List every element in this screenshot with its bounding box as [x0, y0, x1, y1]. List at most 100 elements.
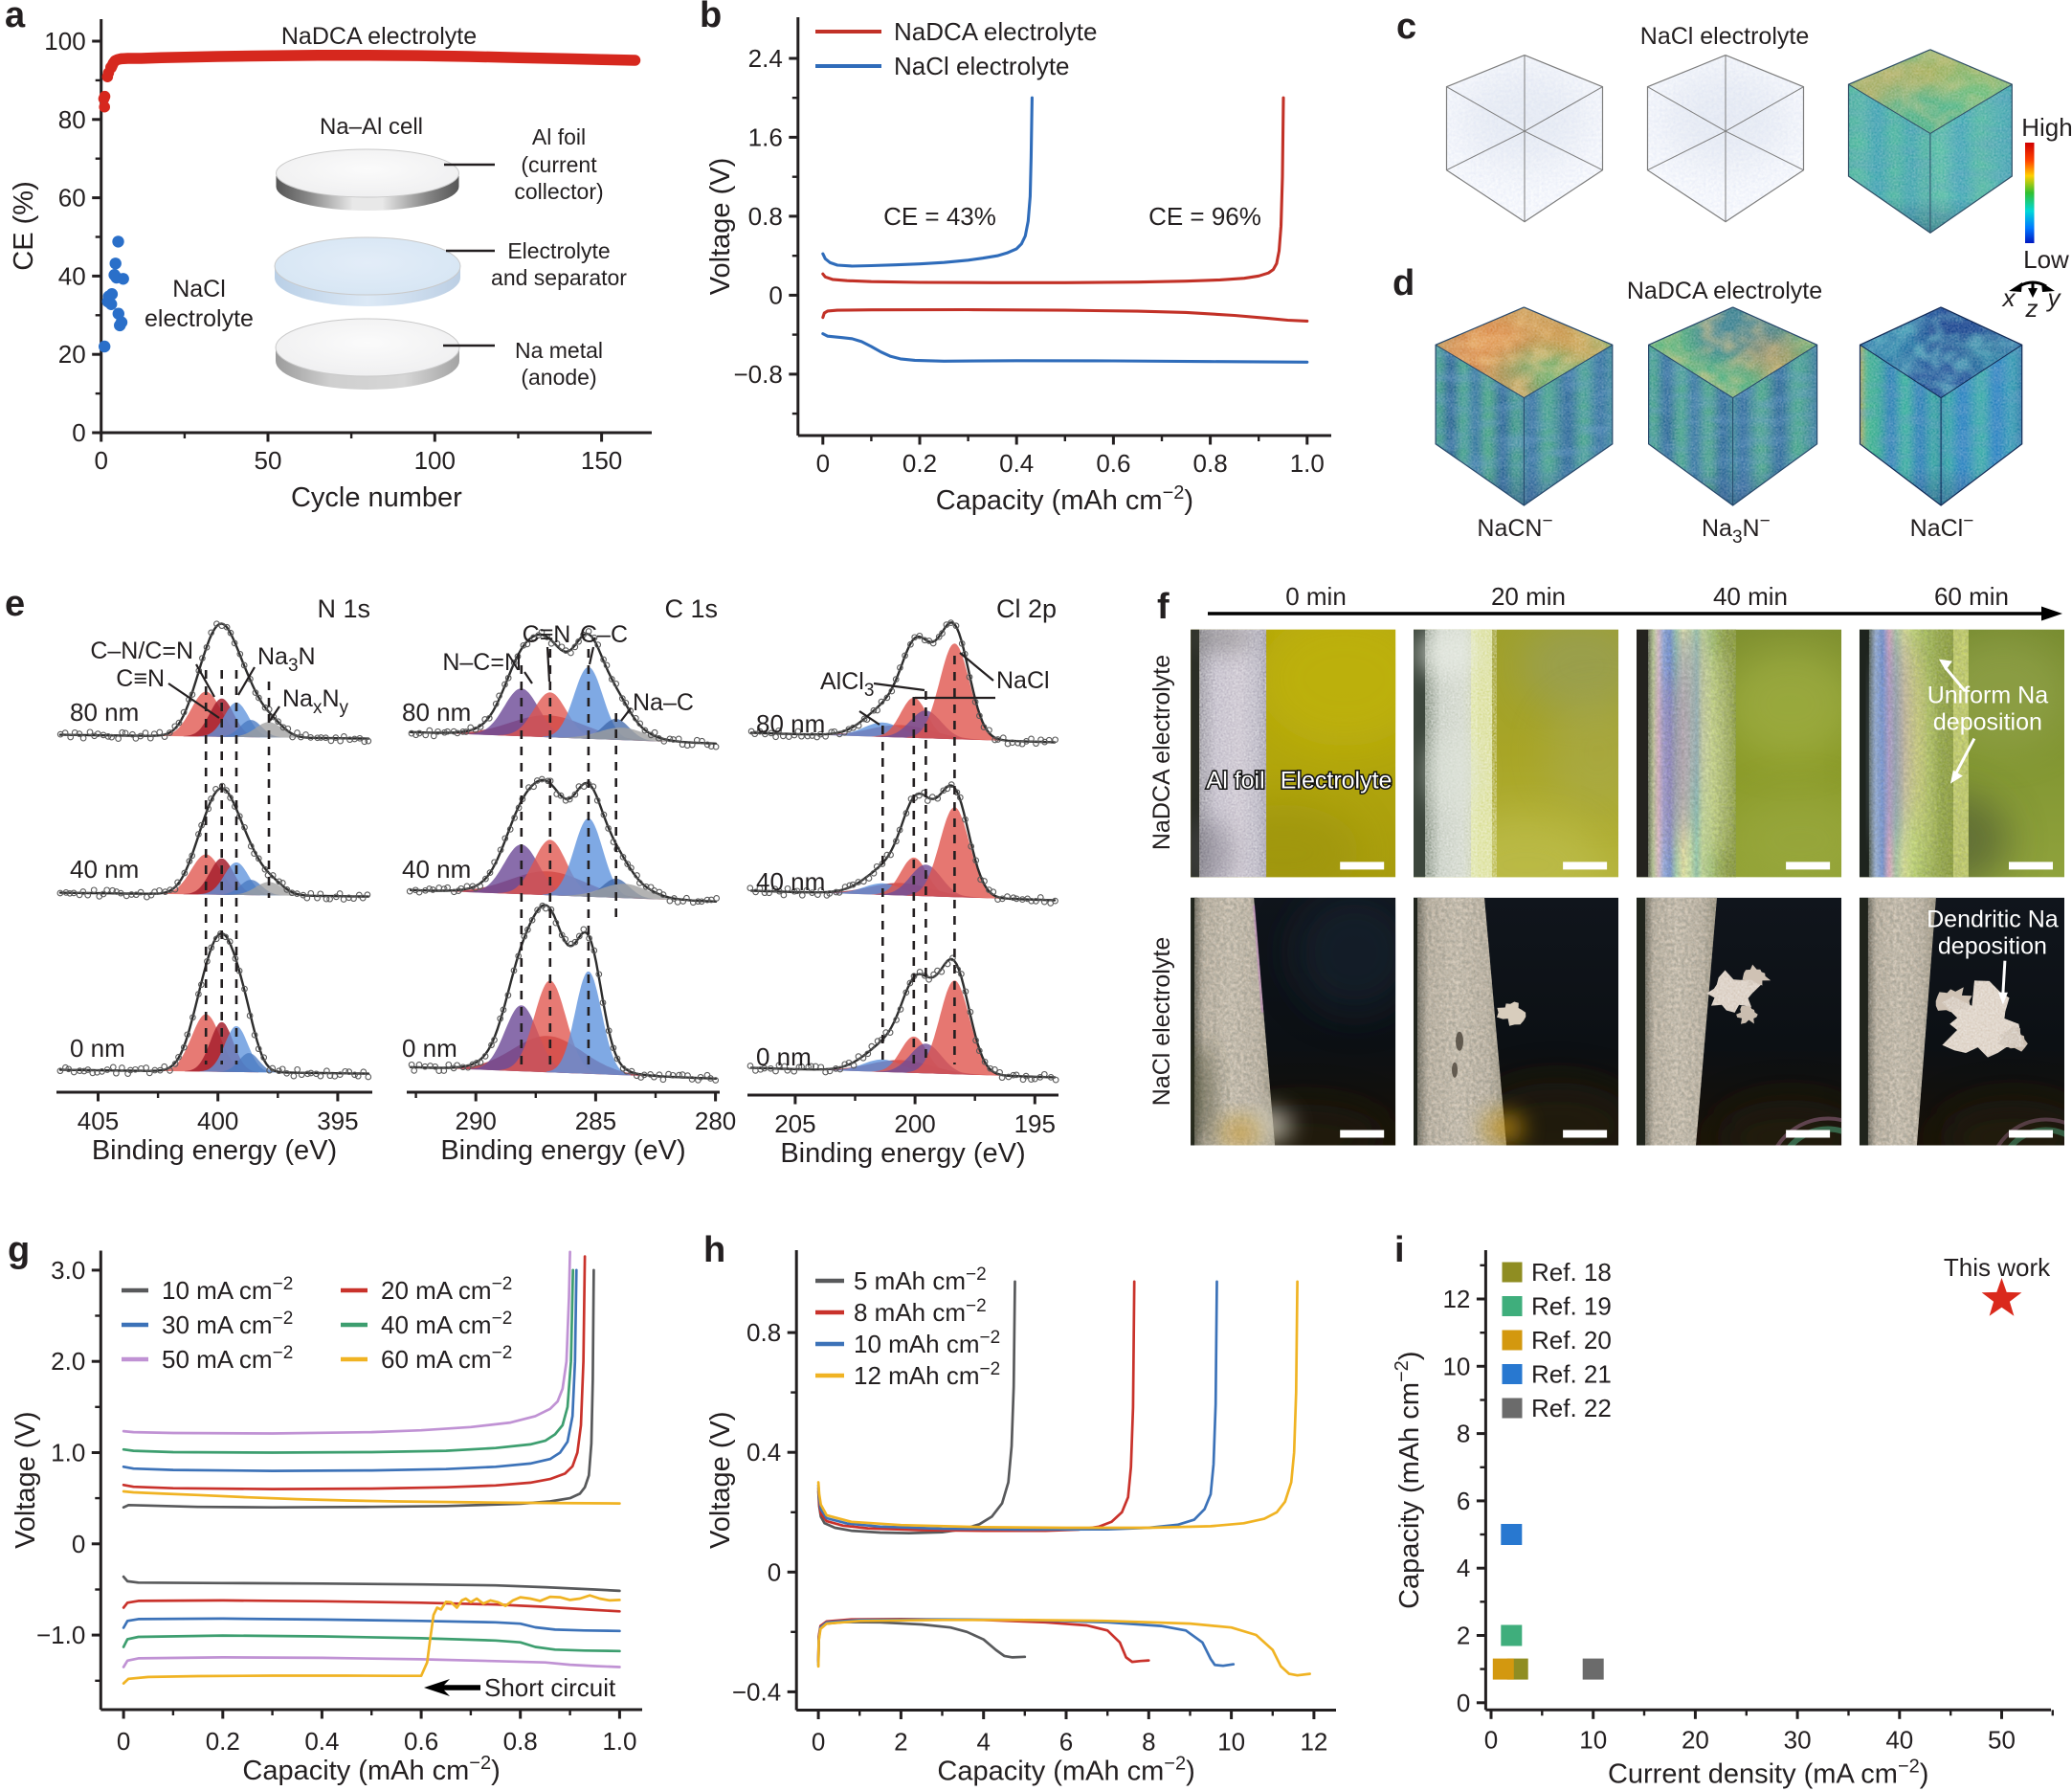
svg-text:20 mA cm−2: 20 mA cm−2 [381, 1274, 512, 1306]
svg-text:High: High [2021, 113, 2072, 142]
svg-text:10: 10 [1579, 1725, 1607, 1754]
svg-text:Current density (mA cm−2): Current density (mA cm−2) [1608, 1756, 1928, 1789]
svg-text:b: b [700, 0, 722, 35]
svg-text:40 nm: 40 nm [402, 855, 471, 884]
svg-text:Binding energy (eV): Binding energy (eV) [780, 1138, 1025, 1169]
svg-text:3.0: 3.0 [51, 1256, 85, 1285]
svg-text:1.0: 1.0 [602, 1727, 636, 1756]
svg-text:Na–Al cell: Na–Al cell [320, 114, 423, 140]
svg-text:deposition: deposition [1938, 933, 2047, 960]
svg-text:0.6: 0.6 [404, 1727, 438, 1756]
svg-text:Ref. 20: Ref. 20 [1531, 1326, 1612, 1354]
svg-text:8 mAh cm−2: 8 mAh cm−2 [854, 1296, 987, 1328]
svg-text:Low: Low [2023, 245, 2069, 274]
svg-text:0 min: 0 min [1285, 582, 1347, 611]
svg-text:N 1s: N 1s [317, 594, 370, 623]
svg-text:electrolyte: electrolyte [145, 305, 254, 332]
svg-text:and separator: and separator [491, 265, 627, 290]
svg-text:Na–C: Na–C [633, 689, 694, 716]
svg-text:−0.4: −0.4 [732, 1677, 781, 1706]
svg-text:(current: (current [521, 152, 597, 177]
svg-text:100: 100 [414, 446, 456, 475]
svg-text:2: 2 [894, 1728, 907, 1757]
svg-text:Capacity (mAh cm−2): Capacity (mAh cm−2) [242, 1753, 500, 1786]
svg-text:285: 285 [575, 1107, 616, 1135]
svg-text:CE = 43%: CE = 43% [883, 202, 996, 231]
svg-text:150: 150 [581, 446, 622, 475]
svg-text:NaDCA electrolyte: NaDCA electrolyte [281, 23, 477, 50]
svg-text:2: 2 [1457, 1622, 1470, 1650]
svg-text:NaCl: NaCl [996, 667, 1050, 694]
svg-text:NaCl: NaCl [172, 276, 226, 302]
svg-text:x: x [2001, 283, 2016, 312]
svg-text:C 1s: C 1s [664, 594, 718, 623]
svg-text:10 mA cm−2: 10 mA cm−2 [162, 1274, 293, 1306]
svg-text:Cycle number: Cycle number [291, 482, 462, 513]
svg-text:100: 100 [44, 27, 85, 56]
svg-text:N–C=N: N–C=N [442, 649, 522, 676]
svg-text:50: 50 [255, 446, 282, 475]
svg-text:Capacity (mAh cm−2): Capacity (mAh cm−2) [936, 482, 1193, 516]
svg-text:60: 60 [58, 184, 86, 213]
svg-text:0: 0 [812, 1728, 825, 1757]
svg-text:d: d [1392, 263, 1415, 303]
svg-text:20: 20 [58, 340, 86, 369]
svg-text:z: z [2025, 294, 2039, 323]
svg-text:NaCl electrolyte: NaCl electrolyte [1640, 23, 1809, 50]
svg-text:NaDCA electrolyte: NaDCA electrolyte [894, 17, 1097, 46]
svg-text:195: 195 [1014, 1109, 1056, 1138]
svg-text:0: 0 [1484, 1725, 1498, 1754]
svg-text:Al foil: Al foil [1207, 768, 1265, 795]
svg-text:Al foil: Al foil [532, 124, 586, 149]
svg-text:20: 20 [1682, 1725, 1709, 1754]
svg-text:40: 40 [1885, 1725, 1913, 1754]
svg-text:10 mAh cm−2: 10 mAh cm−2 [854, 1328, 1000, 1359]
svg-text:80 nm: 80 nm [402, 698, 471, 727]
svg-text:0.4: 0.4 [304, 1727, 339, 1756]
svg-text:0.8: 0.8 [1193, 449, 1228, 478]
svg-text:0: 0 [816, 449, 830, 478]
svg-text:280: 280 [695, 1107, 736, 1135]
svg-text:deposition: deposition [1933, 709, 2042, 736]
svg-text:NaCN−: NaCN− [1477, 511, 1552, 542]
svg-text:10: 10 [1217, 1728, 1245, 1757]
svg-text:12: 12 [1442, 1285, 1470, 1313]
svg-text:1.0: 1.0 [51, 1439, 85, 1467]
svg-text:4: 4 [976, 1728, 990, 1757]
svg-text:c: c [1396, 7, 1416, 47]
svg-text:−1.0: −1.0 [36, 1621, 85, 1649]
svg-text:0: 0 [1457, 1689, 1470, 1717]
svg-text:40 mA cm−2: 40 mA cm−2 [381, 1309, 512, 1340]
svg-text:6: 6 [1457, 1487, 1470, 1515]
svg-text:C≡N: C≡N [116, 665, 165, 692]
svg-text:6: 6 [1059, 1728, 1073, 1757]
svg-text:10: 10 [1442, 1352, 1470, 1380]
svg-text:Dendritic Na: Dendritic Na [1927, 907, 2059, 933]
svg-text:50: 50 [1988, 1725, 2016, 1754]
svg-text:12: 12 [1300, 1728, 1327, 1757]
svg-text:h: h [703, 1230, 725, 1270]
svg-text:0: 0 [768, 1557, 781, 1586]
svg-text:290: 290 [456, 1107, 497, 1135]
svg-text:Cl 2p: Cl 2p [996, 594, 1057, 623]
svg-text:80 nm: 80 nm [756, 709, 825, 738]
svg-text:Short circuit: Short circuit [484, 1673, 616, 1702]
svg-text:1.0: 1.0 [1290, 449, 1325, 478]
svg-text:a: a [5, 0, 26, 35]
svg-text:0: 0 [117, 1727, 130, 1756]
svg-text:40: 40 [58, 261, 86, 290]
svg-text:80: 80 [58, 105, 86, 134]
svg-text:0.2: 0.2 [206, 1727, 240, 1756]
svg-text:NaCl−: NaCl− [1910, 511, 1974, 542]
svg-text:Voltage (V): Voltage (V) [11, 1411, 41, 1548]
svg-text:collector): collector) [514, 179, 603, 204]
svg-text:80 nm: 80 nm [70, 698, 139, 727]
svg-text:C–N/C=N: C–N/C=N [90, 638, 193, 664]
svg-text:(anode): (anode) [521, 365, 596, 390]
svg-text:Binding energy (eV): Binding energy (eV) [92, 1135, 337, 1166]
svg-text:0.6: 0.6 [1096, 449, 1130, 478]
svg-text:NaCl electrolyte: NaCl electrolyte [894, 52, 1070, 80]
svg-text:0: 0 [769, 280, 782, 309]
svg-text:2.0: 2.0 [51, 1347, 85, 1376]
svg-text:30 mA cm−2: 30 mA cm−2 [162, 1309, 293, 1340]
